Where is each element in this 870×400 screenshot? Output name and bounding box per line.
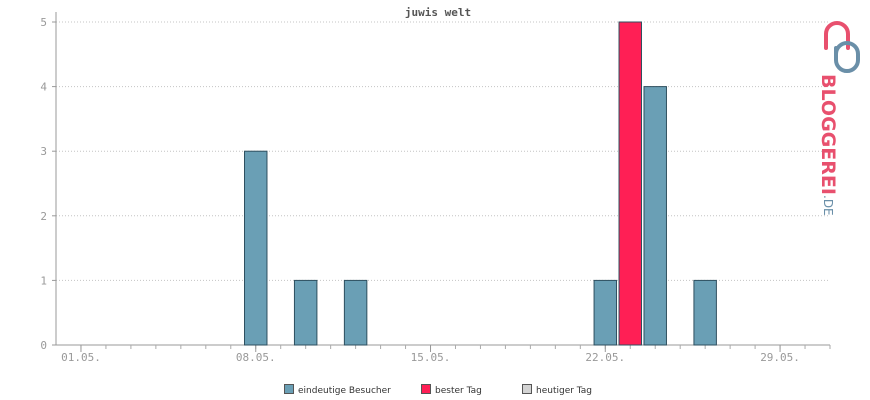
x-tick-label-1: 08.05. — [236, 351, 276, 364]
y-tick-label-5: 5 — [40, 16, 47, 29]
bloggerei-logo-graphic: BLOGGEREI .DE — [817, 21, 860, 216]
legend-item-2: heutiger Tag — [522, 384, 592, 397]
bars — [244, 21, 717, 346]
legend-label-0: eindeutige Besucher — [298, 386, 391, 396]
legend-label-2: heutiger Tag — [536, 386, 593, 396]
bar-0-0 — [244, 150, 268, 346]
bar-0-1 — [293, 279, 318, 346]
legend-item-1: bester Tag — [421, 384, 482, 397]
legend-swatch-2 — [522, 384, 532, 394]
x-tick-label-0: 01.05. — [61, 351, 101, 364]
chart-title: juwis welt — [405, 6, 471, 19]
x-tick-label-3: 22.05. — [585, 351, 625, 364]
bar-0-4 — [643, 86, 667, 346]
legend-swatch-1 — [421, 384, 431, 394]
y-axis: 0 1 2 3 4 5 — [40, 12, 57, 352]
legend-label-1: bester Tag — [435, 386, 482, 396]
x-axis: 01.05. 08.05. 15.05. 22.05. 29.05. — [56, 344, 831, 364]
y-tick-label-0: 0 — [40, 339, 47, 352]
x-tick-label-4: 29.05. — [760, 351, 800, 364]
bar-0-5 — [693, 279, 717, 346]
bloggerei-logo: BLOGGEREI .DE — [812, 14, 870, 224]
legend-item-0: eindeutige Besucher — [284, 384, 391, 397]
bar-0-2 — [343, 279, 368, 346]
x-tick-label-2: 15.05. — [411, 351, 451, 364]
y-tick-label-3: 3 — [40, 145, 47, 158]
y-tick-label-4: 4 — [40, 81, 47, 94]
logo-text: BLOGGEREI — [817, 74, 839, 195]
grid-lines — [56, 21, 830, 281]
y-tick-label-2: 2 — [40, 210, 47, 223]
bar-1-0 — [618, 21, 642, 346]
y-tick-label-1: 1 — [40, 274, 47, 287]
logo-suffix: .DE — [821, 195, 835, 216]
legend-swatch-0 — [284, 384, 294, 394]
legend: eindeutige Besucher bester Tag heutiger Ta… — [0, 384, 870, 398]
bar-0-3 — [593, 279, 618, 346]
